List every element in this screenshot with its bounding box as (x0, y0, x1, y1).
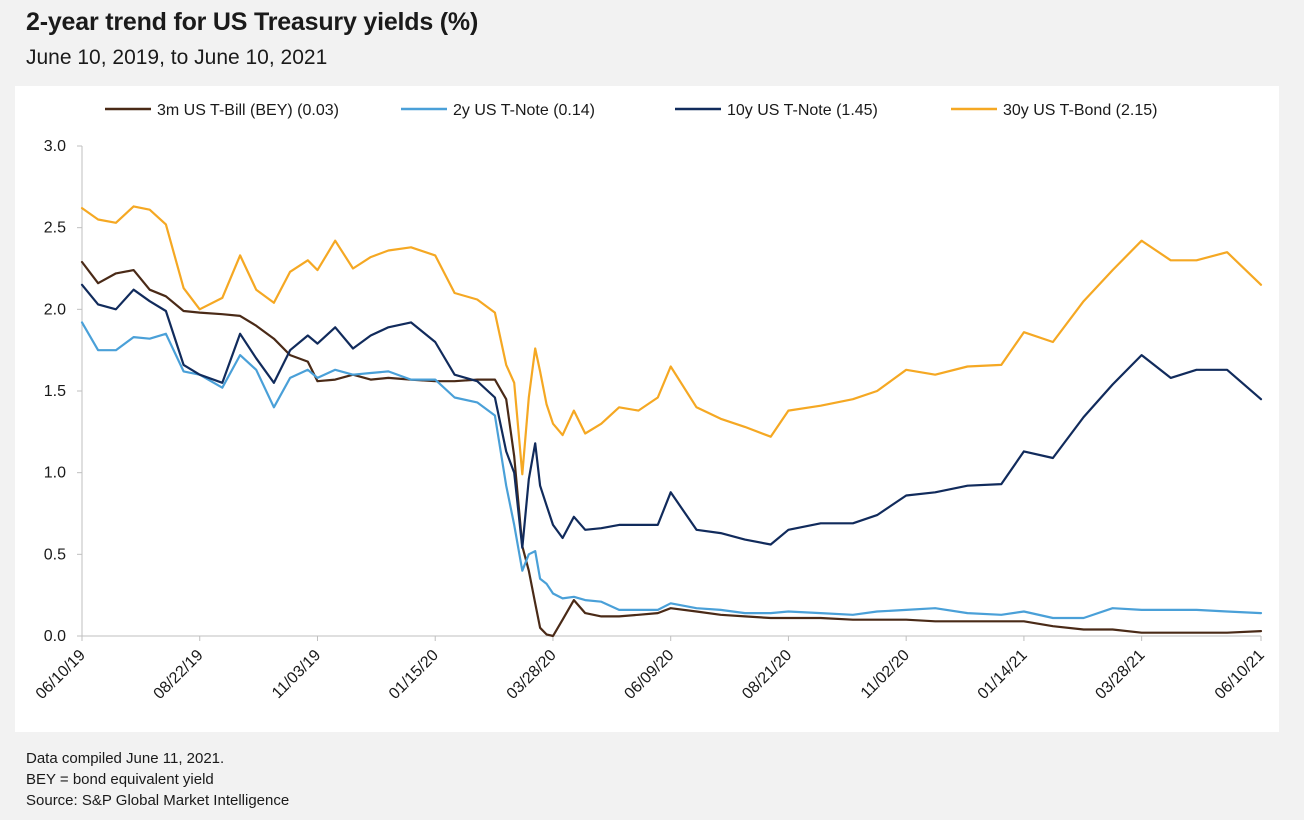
legend-item-3: 30y US T-Bond (2.15) (951, 102, 1157, 119)
footnote-compiled: Data compiled June 11, 2021. (26, 750, 225, 767)
yield-line-chart: 3m US T-Bill (BEY) (0.03) 2y US T-Note (0… (33, 102, 1268, 703)
series-line-1 (80, 321, 1263, 620)
chart-panel: 3m US T-Bill (BEY) (0.03) 2y US T-Note (0… (15, 86, 1279, 732)
y-tick-label: 2.0 (44, 301, 66, 318)
y-tick-label: 0.5 (44, 546, 66, 563)
y-tick-label: 3.0 (44, 138, 66, 155)
x-tick-label: 08/21/20 (739, 647, 795, 703)
x-tick-label: 11/03/19 (269, 647, 324, 702)
footnote-source: Source: S&P Global Market Intelligence (26, 792, 290, 809)
x-tick-label: 01/14/21 (975, 647, 1031, 703)
legend-item-2: 10y US T-Note (1.45) (675, 102, 878, 119)
series-line-0 (80, 260, 1263, 638)
series-line-2 (80, 283, 1263, 549)
series-line-3 (80, 205, 1263, 476)
legend-label: 10y US T-Note (1.45) (727, 102, 878, 119)
chart-footnotes: Data compiled June 11, 2021. BEY = bond … (26, 748, 289, 811)
x-tick-label: 06/09/20 (621, 647, 677, 703)
x-tick-label: 06/10/19 (33, 647, 89, 703)
chart-legend: 3m US T-Bill (BEY) (0.03) 2y US T-Note (0… (105, 102, 1157, 119)
page-title: 2-year trend for US Treasury yields (%) (26, 8, 479, 36)
x-tick-label: 06/10/21 (1212, 647, 1268, 703)
x-tick-label: 01/15/20 (386, 647, 442, 703)
legend-label: 3m US T-Bill (BEY) (0.03) (157, 102, 339, 119)
y-tick-label: 2.5 (44, 220, 66, 237)
legend-label: 30y US T-Bond (2.15) (1003, 102, 1157, 119)
y-tick-label: 0.0 (44, 628, 66, 645)
x-tick-label: 08/22/19 (151, 647, 207, 703)
page-subtitle: June 10, 2019, to June 10, 2021 (26, 46, 328, 69)
legend-item-0: 3m US T-Bill (BEY) (0.03) (105, 102, 339, 119)
chart-series-lines (80, 205, 1263, 638)
x-tick-label: 03/28/21 (1092, 647, 1148, 703)
legend-item-1: 2y US T-Note (0.14) (401, 102, 595, 119)
y-tick-label: 1.5 (44, 383, 66, 400)
y-tick-label: 1.0 (44, 465, 66, 482)
legend-label: 2y US T-Note (0.14) (453, 102, 595, 119)
x-tick-label: 03/28/20 (504, 647, 560, 703)
footnote-bey: BEY = bond equivalent yield (26, 771, 214, 788)
x-tick-label: 11/02/20 (858, 647, 913, 702)
